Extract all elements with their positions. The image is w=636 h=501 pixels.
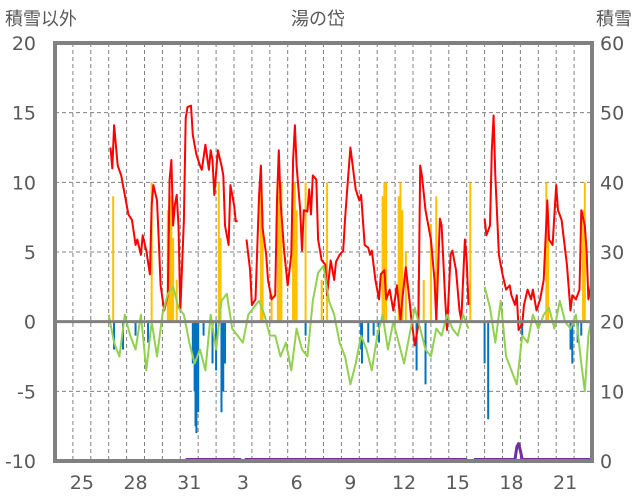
plot-frame <box>53 41 594 463</box>
left-y-tick-label: 20 <box>12 33 36 55</box>
yellow-bar <box>429 224 432 322</box>
yellow-bar <box>582 210 585 322</box>
blue-bar <box>487 321 490 420</box>
yellow-bar <box>545 182 548 322</box>
x-tick-label: 21 <box>553 472 577 494</box>
yellow-bar <box>293 182 296 322</box>
blue-bar <box>372 321 375 336</box>
right-y-tick-label: 20 <box>600 312 624 334</box>
yellow-bar <box>259 182 262 322</box>
yellow-bar <box>422 279 425 322</box>
blue-bar <box>367 321 370 343</box>
blue-bar <box>134 321 137 336</box>
yellow-bar <box>168 182 171 322</box>
yellow-bar <box>276 182 279 322</box>
right-y-tick-label: 40 <box>600 172 624 194</box>
blue-bar <box>580 321 583 336</box>
blue-bar <box>521 321 524 336</box>
x-tick-label: 15 <box>446 472 470 494</box>
yellow-bar <box>583 182 586 322</box>
blue-bar <box>360 321 363 364</box>
yellow-bar <box>399 182 402 322</box>
blue-bar <box>222 321 225 392</box>
blue-bar <box>211 321 214 364</box>
yellow-bar <box>280 182 283 322</box>
yellow-bar <box>435 196 438 322</box>
blue-bar <box>415 321 418 371</box>
yellow-bar <box>404 252 407 322</box>
x-tick-label: 18 <box>499 472 523 494</box>
yellow-bar <box>401 210 404 322</box>
blue-bar <box>202 321 205 336</box>
right-y-tick-label: 10 <box>600 381 624 403</box>
yellow-bar <box>150 182 153 322</box>
x-tick-label: 25 <box>70 472 94 494</box>
blue-bar <box>304 321 307 336</box>
yellow-bar <box>397 196 400 322</box>
blue-bar <box>424 321 427 385</box>
x-tick-label: 28 <box>123 472 147 494</box>
yellow-bar <box>381 196 384 322</box>
blue-bar <box>569 321 572 350</box>
yellow-bar <box>278 196 281 322</box>
right-axis-title: 積雪 <box>596 9 632 30</box>
yellow-bar <box>172 238 175 322</box>
left-axis-title: 積雪以外 <box>5 9 77 30</box>
red-series-line <box>483 114 593 331</box>
yellow-bar <box>217 182 220 322</box>
yellow-bar <box>383 182 386 322</box>
blue-bar <box>147 321 150 343</box>
blue-bar <box>571 321 574 364</box>
yellow-bar <box>112 196 115 322</box>
left-y-tick-label: 15 <box>12 103 36 125</box>
series-lines <box>107 104 593 461</box>
red-series-line <box>109 104 238 312</box>
blue-bar <box>197 321 200 413</box>
blue-bar <box>220 321 223 413</box>
yellow-bar <box>304 182 307 322</box>
yellow-bar <box>292 182 295 322</box>
left-y-tick-label: -5 <box>17 381 36 403</box>
blue-bar <box>191 321 194 364</box>
left-y-tick-label: 5 <box>24 242 36 264</box>
blue-bar <box>113 321 116 350</box>
yellow-bar <box>170 196 173 322</box>
yellow-bar <box>270 293 273 322</box>
red-series-line <box>245 124 470 347</box>
yellow-bar <box>547 210 550 322</box>
blue-bar <box>483 321 486 364</box>
yellow-bar <box>219 238 222 322</box>
x-tick-label: 12 <box>392 472 416 494</box>
gridlines <box>55 43 592 461</box>
x-tick-label: 31 <box>177 472 201 494</box>
left-y-tick-label: -10 <box>5 451 36 473</box>
x-tick-label: 9 <box>344 472 356 494</box>
x-tick-label: 6 <box>291 472 303 494</box>
right-y-tick-label: 50 <box>600 103 624 125</box>
green-series-line <box>107 264 470 386</box>
chart-title: 湯の岱 <box>291 9 345 30</box>
right-y-tick-label: 30 <box>600 242 624 264</box>
yellow-bar <box>469 182 472 322</box>
yellow-bar <box>385 182 388 322</box>
left-y-tick-label: 10 <box>12 172 36 194</box>
blue-bar <box>195 321 198 434</box>
yellow-bar <box>320 279 323 322</box>
yellow-bar <box>295 210 298 322</box>
yellow-bar <box>261 210 264 322</box>
right-y-tick-label: 60 <box>600 33 624 55</box>
right-y-tick-label: 0 <box>600 451 612 473</box>
yellow-bar <box>326 182 329 322</box>
blue-bar <box>224 321 227 364</box>
left-y-tick-label: 0 <box>24 312 36 334</box>
x-tick-label: 3 <box>237 472 249 494</box>
